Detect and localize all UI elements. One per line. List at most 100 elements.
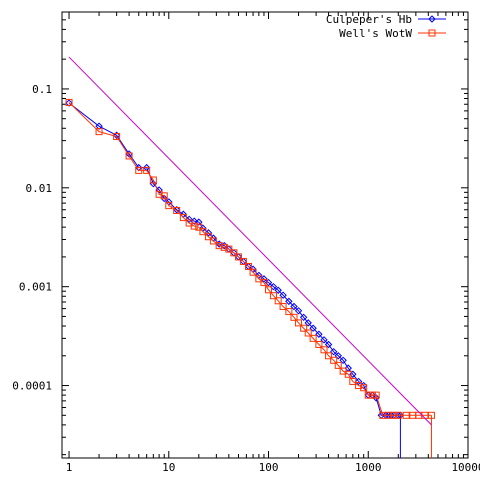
legend-swatch-marker: [428, 15, 436, 23]
data-point: [204, 233, 212, 241]
data-point: [112, 131, 121, 139]
data-point: [260, 279, 268, 287]
x-tick-label: 1: [66, 461, 73, 474]
data-point: [95, 128, 103, 136]
data-point: [324, 340, 333, 349]
legend: Culpeper's Hb Well's WotW: [326, 13, 446, 40]
data-point: [290, 313, 298, 321]
data-point: [334, 352, 342, 360]
data-point: [285, 297, 293, 306]
data-point: [195, 223, 203, 231]
data-point: [394, 411, 402, 419]
series-wells: [65, 98, 435, 458]
data-point: [95, 122, 103, 130]
data-point: [325, 352, 333, 360]
data-point: [295, 319, 303, 327]
data-point: [225, 245, 233, 253]
data-point: [249, 268, 257, 276]
data-point: [143, 166, 151, 174]
data-point: [349, 377, 357, 385]
data-point: [330, 356, 338, 364]
data-point: [190, 222, 198, 230]
legend-label-wells: Well's WotW: [339, 27, 412, 40]
data-point: [290, 302, 298, 311]
y-tick-label: 0.01: [26, 182, 53, 195]
data-point: [255, 275, 263, 283]
data-point: [402, 411, 410, 419]
data-point: [320, 336, 328, 344]
y-tick-label: 0.1: [32, 83, 52, 96]
data-point: [65, 99, 73, 107]
data-point: [334, 361, 342, 369]
data-point: [160, 192, 168, 200]
data-point: [329, 347, 338, 356]
data-point: [179, 214, 187, 222]
data-point: [320, 346, 328, 354]
y-axis-ticks: 0.1 0.01 0.001 0.0001: [12, 19, 468, 456]
plot-frame: [61, 11, 469, 459]
data-point: [274, 297, 282, 305]
data-point: [113, 133, 121, 141]
series-line: [68, 102, 432, 416]
series-culpeper: [65, 99, 405, 458]
x-tick-label: 100: [259, 461, 279, 474]
data-point: [274, 286, 282, 294]
data-point: [344, 370, 352, 378]
data-point: [269, 282, 278, 291]
data-point: [65, 98, 73, 106]
data-point: [309, 324, 317, 332]
y-tick-label: 0.0001: [12, 380, 52, 393]
data-point: [304, 329, 312, 337]
data-point: [215, 242, 223, 250]
data-point: [390, 411, 398, 419]
data-point: [265, 286, 273, 294]
data-point: [385, 411, 393, 419]
data-point: [368, 391, 376, 399]
data-point: [364, 391, 372, 399]
data-point: [199, 228, 207, 236]
data-point: [299, 313, 308, 322]
data-point: [234, 253, 242, 261]
data-point: [155, 190, 163, 198]
data-point: [315, 330, 323, 338]
data-point: [294, 307, 303, 315]
data-point: [230, 249, 238, 257]
data-point: [173, 206, 181, 214]
x-tick-label: 1000: [355, 461, 382, 474]
data-point: [185, 215, 193, 224]
data-point: [372, 394, 380, 402]
data-point: [209, 237, 217, 245]
data-point: [220, 243, 228, 251]
data-point: [360, 384, 368, 392]
data-point: [245, 262, 253, 270]
data-point: [239, 257, 247, 265]
data-point: [204, 229, 213, 237]
data-point: [315, 341, 323, 349]
plot-frame-group: [61, 11, 469, 459]
legend-swatch-marker: [428, 29, 436, 37]
data-point: [285, 308, 293, 316]
data-point: [304, 319, 312, 327]
data-point: [279, 303, 287, 311]
data-point: [372, 391, 380, 399]
series-reference-line: [68, 56, 432, 426]
y-tick-label: 0.001: [19, 281, 52, 294]
data-point: [195, 218, 203, 226]
x-tick-label: 10: [162, 461, 175, 474]
series-layer: [65, 56, 435, 458]
data-point: [165, 202, 173, 210]
series-line: [68, 56, 432, 426]
data-point: [135, 166, 143, 174]
data-point: [309, 334, 317, 342]
data-point: [339, 356, 347, 365]
data-point: [269, 292, 277, 300]
legend-label-culpeper: Culpeper's Hb: [326, 13, 412, 26]
data-point: [300, 324, 308, 332]
data-point: [355, 382, 363, 390]
data-point: [354, 377, 363, 386]
data-point: [279, 291, 287, 299]
data-point: [149, 176, 157, 184]
